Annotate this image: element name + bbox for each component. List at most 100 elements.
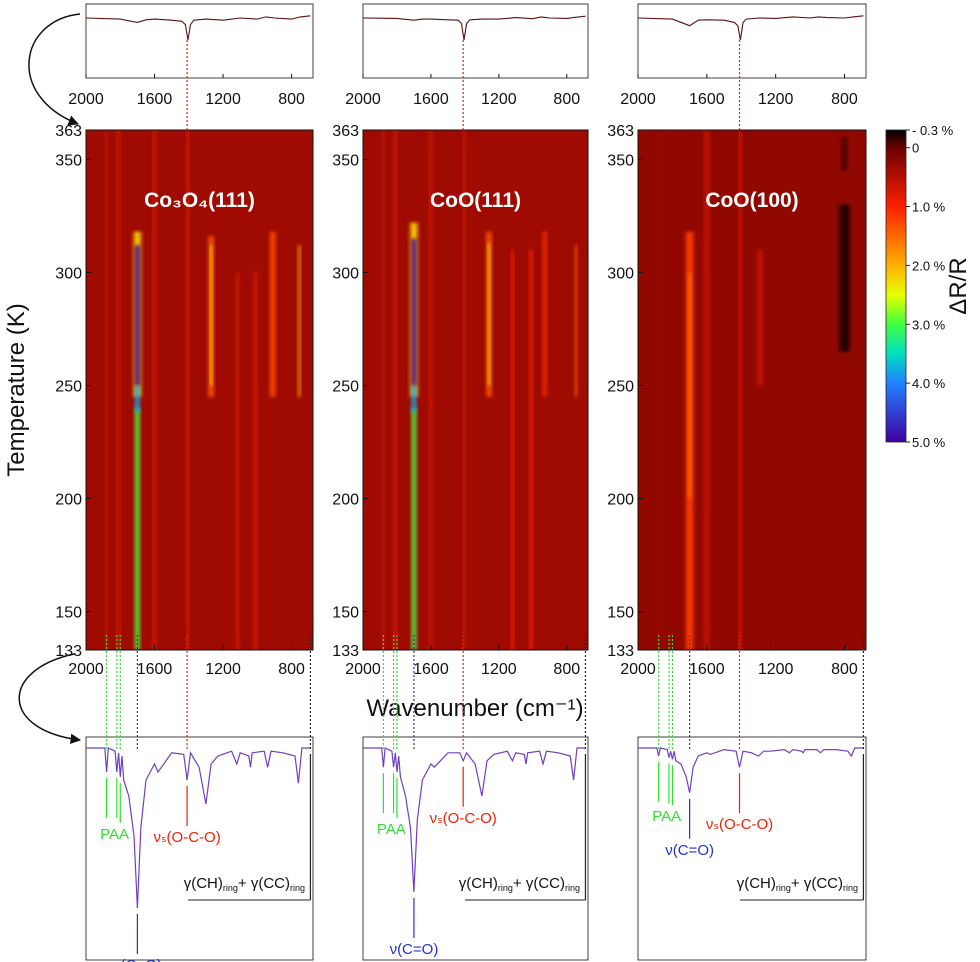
top-x-tick-label: 2000 (620, 91, 656, 108)
heatmap-band (210, 245, 213, 386)
arrow-top (28, 13, 81, 126)
annotation-label: PAA (377, 821, 406, 838)
heatmap-band (839, 204, 850, 352)
top-x-tick-label: 1600 (137, 91, 173, 108)
x-tick-label: 1200 (758, 661, 794, 678)
top-spectrum-frame (362, 3, 589, 79)
heatmap (638, 130, 866, 650)
annotation-label-part: ring (843, 883, 858, 893)
heatmap-band (152, 130, 157, 650)
x-axis-title: Wavenumber (cm⁻¹) (366, 695, 583, 722)
top-x-tick-label: 1200 (758, 91, 794, 108)
y-tick-label: 150 (332, 605, 359, 622)
heatmap-frame (362, 129, 589, 651)
annotation-label-part: ring (565, 883, 580, 893)
y-tick-label: 300 (332, 265, 359, 282)
annotation-label: γ(CH)ring+ γ(CC)ring (184, 875, 305, 893)
top-x-tick-label: 800 (831, 91, 858, 108)
annotation-label: γ(CH)ring+ γ(CC)ring (737, 875, 858, 893)
heatmap-band (429, 130, 433, 650)
annotation-label: ν(C=O) (113, 957, 162, 962)
annotation-label: ν(C=O) (390, 941, 439, 958)
annotation-label: PAA (100, 826, 129, 843)
top-x-tick-label: 800 (278, 91, 305, 108)
y-tick-label: 300 (55, 265, 82, 282)
heatmap-band (841, 136, 848, 171)
heatmap-band (411, 408, 417, 650)
x-tick-label: 1600 (689, 661, 725, 678)
heatmap-band (688, 272, 692, 499)
colorbar-tick-label: 1.0 % (912, 200, 946, 215)
y-tick-label: 133 (55, 643, 82, 660)
heatmap-band (134, 245, 140, 386)
top-x-tick-label: 1200 (205, 91, 241, 108)
x-tick-label: 2000 (345, 661, 381, 678)
y-axis-title: Temperature (K) (3, 303, 30, 476)
y-tick-label: 300 (607, 265, 634, 282)
y-tick-label: 350 (607, 152, 634, 169)
x-tick-label: 2000 (620, 661, 656, 678)
y-tick-label: 363 (332, 123, 359, 140)
colorbar-tick-label: 0 (912, 141, 919, 156)
heatmap-band (382, 130, 385, 650)
annotation-label: νₛ(O-C-O) (706, 816, 773, 833)
annotation-label-part: ring (223, 883, 238, 893)
heatmap-band (411, 385, 417, 413)
heatmap-band (117, 130, 120, 650)
heatmap-band (135, 408, 140, 650)
annotation-label-part: ring (290, 883, 305, 893)
annotation-label: νₛ(O-C-O) (430, 810, 497, 827)
heatmap-band (254, 272, 257, 650)
y-tick-label: 133 (332, 643, 359, 660)
heatmap-background (363, 130, 588, 650)
heatmap-band (704, 130, 710, 650)
heatmap-band (105, 130, 108, 650)
top-x-tick-label: 800 (553, 91, 580, 108)
annotation-label: PAA (652, 808, 681, 825)
arrow-bottom (18, 653, 82, 745)
y-tick-label: 363 (607, 123, 634, 140)
annotation-label-part: + γ(CC) (238, 875, 290, 892)
top-spectrum (637, 15, 864, 41)
annotation-label: νₛ(O-C-O) (153, 829, 220, 846)
annotation-label: γ(CH)ring+ γ(CC)ring (459, 875, 580, 893)
x-tick-label: 2000 (68, 661, 104, 678)
heatmap-band (511, 249, 514, 650)
heatmap-band (487, 243, 491, 386)
heatmap-band (543, 231, 547, 397)
heatmap-band (393, 130, 397, 650)
top-x-tick-label: 2000 (345, 91, 381, 108)
top-spectrum (85, 15, 311, 41)
top-spectrum-frame (85, 3, 314, 79)
bottom-spectrum-frame (362, 736, 589, 961)
top-x-tick-label: 1200 (481, 91, 517, 108)
heatmap-band (529, 249, 533, 650)
top-x-tick-label: 2000 (68, 91, 104, 108)
y-tick-label: 250 (332, 378, 359, 395)
heatmap-band (186, 130, 189, 650)
x-tick-label: 800 (553, 661, 580, 678)
colorbar-tick-label: 4.0 % (912, 376, 946, 391)
colorbar-tick-label: 5.0 % (912, 435, 946, 450)
x-tick-label: 800 (278, 661, 305, 678)
heatmap-band (657, 130, 660, 650)
heatmap-band (236, 272, 239, 650)
x-tick-label: 1600 (137, 661, 173, 678)
annotation-label-part: + γ(CC) (791, 875, 843, 892)
colorbar-title: ΔR/R (945, 257, 972, 314)
y-tick-label: 150 (55, 605, 82, 622)
y-tick-label: 250 (607, 378, 634, 395)
heatmap-band (298, 245, 301, 397)
panel-title: CoO(100) (705, 189, 798, 212)
heatmap-frame (85, 129, 314, 651)
heatmap-background (638, 130, 866, 650)
heatmap-band (270, 231, 276, 397)
heatmap (86, 130, 313, 650)
heatmap-band (463, 130, 466, 650)
bottom-spectrum (638, 747, 864, 793)
heatmap-band (574, 245, 578, 397)
annotation-label-part: γ(CH) (737, 875, 776, 892)
heatmap-band (739, 130, 742, 650)
